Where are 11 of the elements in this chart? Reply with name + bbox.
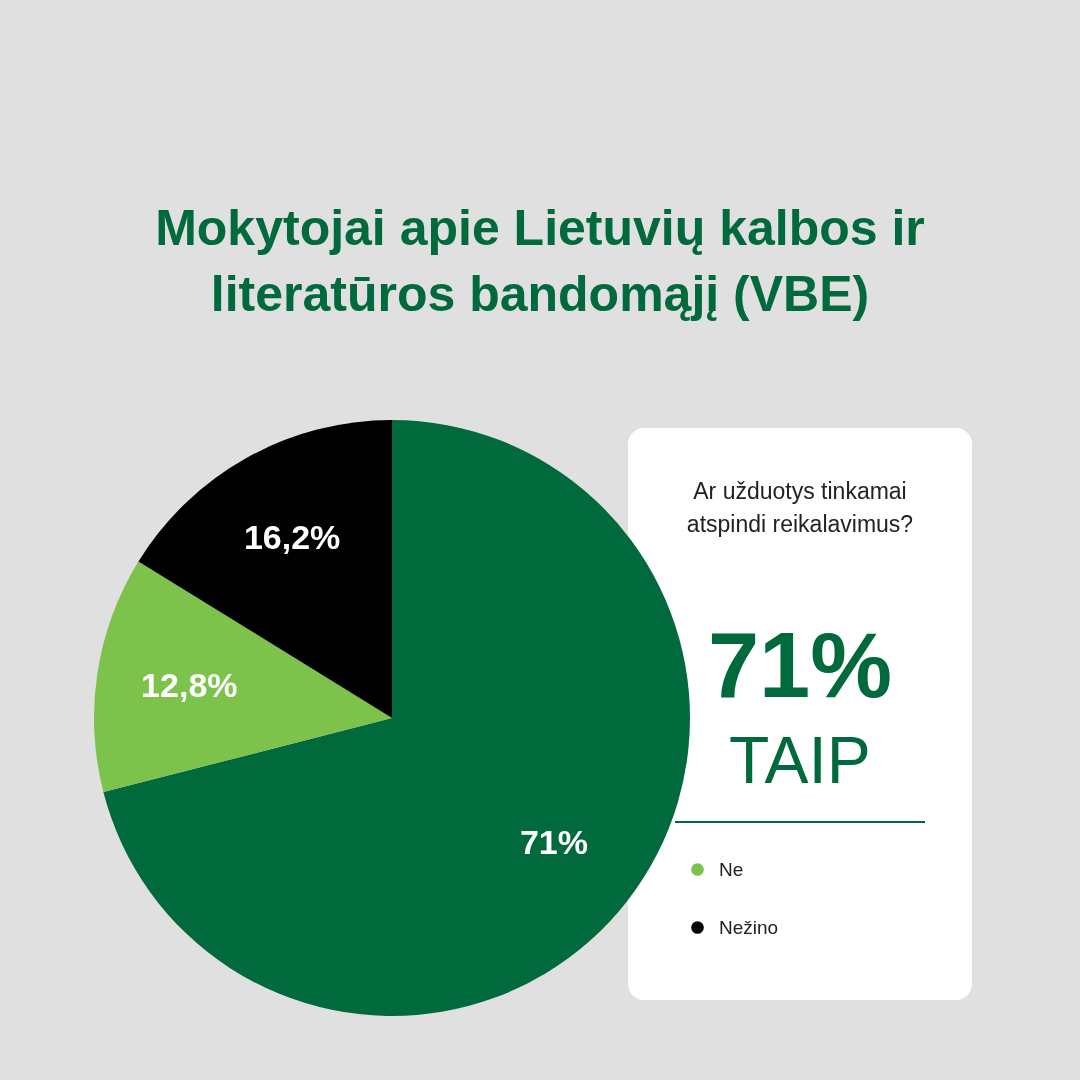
chart-title: Mokytojai apie Lietuvių kalbos ir literatūros bandomąjį (VBE) bbox=[154, 199, 926, 324]
legend-label: Ne bbox=[719, 858, 744, 880]
text: Ar užduotys tinkamai atspindi reikalavimus? bbox=[685, 477, 915, 539]
slice-label: TAIP bbox=[728, 722, 872, 798]
legend-label: Nežino bbox=[719, 916, 779, 938]
pie-slice bbox=[94, 561, 392, 793]
pie-slice bbox=[138, 420, 392, 718]
text: 71% bbox=[519, 822, 589, 861]
data-label: 12,8% bbox=[141, 666, 238, 705]
data-label: 16,2% bbox=[243, 517, 341, 556]
data-label: 71% bbox=[707, 614, 893, 716]
